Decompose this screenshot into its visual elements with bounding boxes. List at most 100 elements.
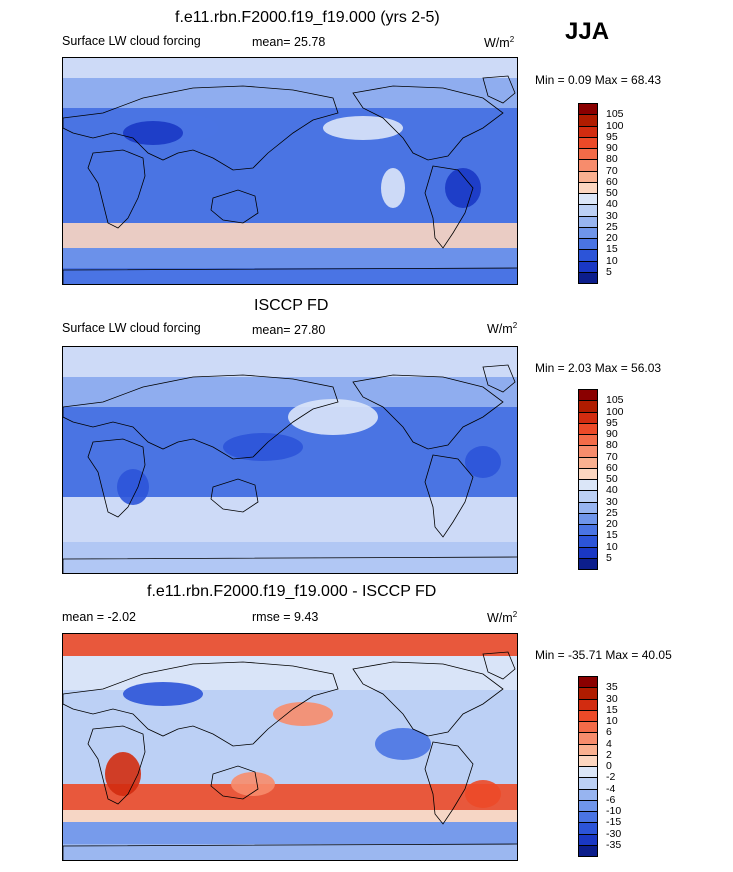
colorbar-tick-label: 15 bbox=[606, 703, 618, 716]
colorbar-tick-label: 30 bbox=[606, 209, 618, 222]
panel2-colorbar: 105 100 95 90 80 70 60 50 40 30 25 20 15 10 5 bbox=[578, 389, 624, 570]
coastline bbox=[63, 556, 517, 573]
colorbar-swatch bbox=[578, 844, 598, 857]
colorbar-tick-label: 2 bbox=[606, 748, 612, 761]
coastline bbox=[424, 165, 474, 249]
coastline bbox=[210, 478, 259, 513]
map-svg bbox=[63, 634, 517, 860]
colorbar-tick-label: 60 bbox=[606, 461, 618, 474]
panel1-mean-label: mean= 25.78 bbox=[252, 35, 326, 49]
colorbar-tick-label: -4 bbox=[606, 782, 616, 795]
colorbar-tick-label: 15 bbox=[606, 529, 618, 542]
panel1-variable-label: Surface LW cloud forcing bbox=[62, 34, 201, 48]
field-band bbox=[63, 223, 517, 248]
field-patch bbox=[465, 780, 501, 808]
field-patch bbox=[273, 702, 333, 726]
colorbar-tick-label: 20 bbox=[606, 232, 618, 244]
panel2-variable-label: Surface LW cloud forcing bbox=[62, 321, 201, 335]
colorbar-swatch bbox=[578, 271, 598, 284]
field-band bbox=[63, 268, 517, 284]
colorbar-tick-label: 25 bbox=[606, 220, 618, 233]
colorbar-tick-label: 80 bbox=[606, 153, 618, 166]
panel3-minmax: Min = -35.71 Max = 40.05 bbox=[535, 648, 672, 662]
colorbar-tick-label: 10 bbox=[606, 540, 618, 553]
colorbar-tick-label: 70 bbox=[606, 164, 618, 177]
panel2-map bbox=[62, 346, 518, 574]
colorbar-tick-label: 40 bbox=[606, 484, 618, 497]
colorbar-tick-label: -6 bbox=[606, 793, 616, 806]
colorbar-tick-label: 95 bbox=[606, 130, 618, 143]
season-label: JJA bbox=[565, 18, 610, 45]
colorbar-tick-label: 50 bbox=[606, 187, 618, 199]
field-patch bbox=[105, 752, 141, 796]
coastline bbox=[424, 741, 474, 825]
panel1-minmax: Min = 0.09 Max = 68.43 bbox=[535, 73, 662, 87]
colorbar-tick-label: 5 bbox=[606, 551, 612, 564]
coastline bbox=[63, 661, 339, 747]
colorbar-tick-label: 10 bbox=[606, 254, 618, 267]
colorbar-tick-label: 25 bbox=[606, 506, 618, 519]
field-patch bbox=[123, 682, 203, 706]
colorbar-tick-label: 95 bbox=[606, 416, 618, 429]
colorbar-tick-label: 4 bbox=[606, 737, 612, 750]
panel3-title: f.e11.rbn.F2000.f19_f19.000 - ISCCP FD bbox=[147, 583, 437, 600]
panel3-mean-label: mean = -2.02 bbox=[62, 610, 137, 624]
coastline bbox=[352, 661, 504, 737]
colorbar-tick-label: 70 bbox=[606, 450, 618, 463]
colorbar-tick-label: -15 bbox=[606, 816, 622, 829]
colorbar-tick-label: 0 bbox=[606, 760, 612, 772]
colorbar-tick-label: 35 bbox=[606, 681, 618, 694]
field-band bbox=[63, 248, 517, 268]
panel2-minmax: Min = 2.03 Max = 56.03 bbox=[535, 361, 662, 375]
field-band bbox=[63, 377, 517, 407]
colorbar-tick-label: 5 bbox=[606, 265, 612, 278]
panel3-map bbox=[62, 633, 518, 861]
coastline bbox=[210, 189, 259, 224]
colorbar-tick-label: 90 bbox=[606, 428, 618, 440]
panel3-units-label: W/m2 bbox=[487, 610, 518, 626]
coastline bbox=[482, 75, 516, 104]
coastline bbox=[482, 651, 516, 680]
coastline bbox=[210, 765, 259, 800]
panel1-units-label: W/m2 bbox=[484, 35, 515, 51]
colorbar-tick-label: 90 bbox=[606, 142, 618, 154]
field-patch bbox=[375, 728, 431, 760]
colorbar-tick-label: -30 bbox=[606, 827, 622, 840]
coastline bbox=[63, 374, 339, 460]
panel2-title: ISCCP FD bbox=[254, 297, 329, 314]
panel1-title: f.e11.rbn.F2000.f19_f19.000 (yrs 2-5) bbox=[175, 9, 440, 26]
field-band bbox=[63, 822, 517, 844]
coastline bbox=[87, 438, 146, 518]
field-patch bbox=[231, 772, 275, 796]
field-patch bbox=[288, 399, 378, 435]
panel2-units-label: W/m2 bbox=[487, 321, 518, 337]
colorbar-tick-label: 100 bbox=[606, 119, 624, 132]
panel1-colorbar: 105 100 95 90 80 70 60 50 40 30 25 20 15 10 5 bbox=[578, 103, 624, 284]
field-band bbox=[63, 634, 517, 656]
colorbar-tick-label: 30 bbox=[606, 692, 618, 705]
map-svg bbox=[63, 58, 517, 284]
colorbar-tick-label: 60 bbox=[606, 175, 618, 188]
coastline bbox=[63, 267, 517, 284]
coastline bbox=[352, 374, 504, 450]
colorbar-tick-label: 40 bbox=[606, 198, 618, 211]
colorbar-tick-label: -35 bbox=[606, 838, 622, 851]
field-patch bbox=[323, 116, 403, 140]
map-svg bbox=[63, 347, 517, 573]
coastline bbox=[352, 85, 504, 161]
panel2-mean-label: mean= 27.80 bbox=[252, 323, 326, 337]
panel1-map bbox=[62, 57, 518, 285]
coastline bbox=[63, 85, 339, 171]
colorbar-tick-label: 20 bbox=[606, 518, 618, 530]
field-patch bbox=[123, 121, 183, 145]
field-band bbox=[63, 78, 517, 108]
field-band bbox=[63, 844, 517, 860]
colorbar-tick-label: 80 bbox=[606, 439, 618, 452]
coastline bbox=[87, 725, 146, 805]
colorbar-tick-label: -2 bbox=[606, 771, 616, 784]
field-band bbox=[63, 347, 517, 377]
field-patch bbox=[465, 446, 501, 478]
colorbar-tick-label: 30 bbox=[606, 495, 618, 508]
colorbar-tick-label: 100 bbox=[606, 405, 624, 418]
colorbar-swatch bbox=[578, 557, 598, 570]
